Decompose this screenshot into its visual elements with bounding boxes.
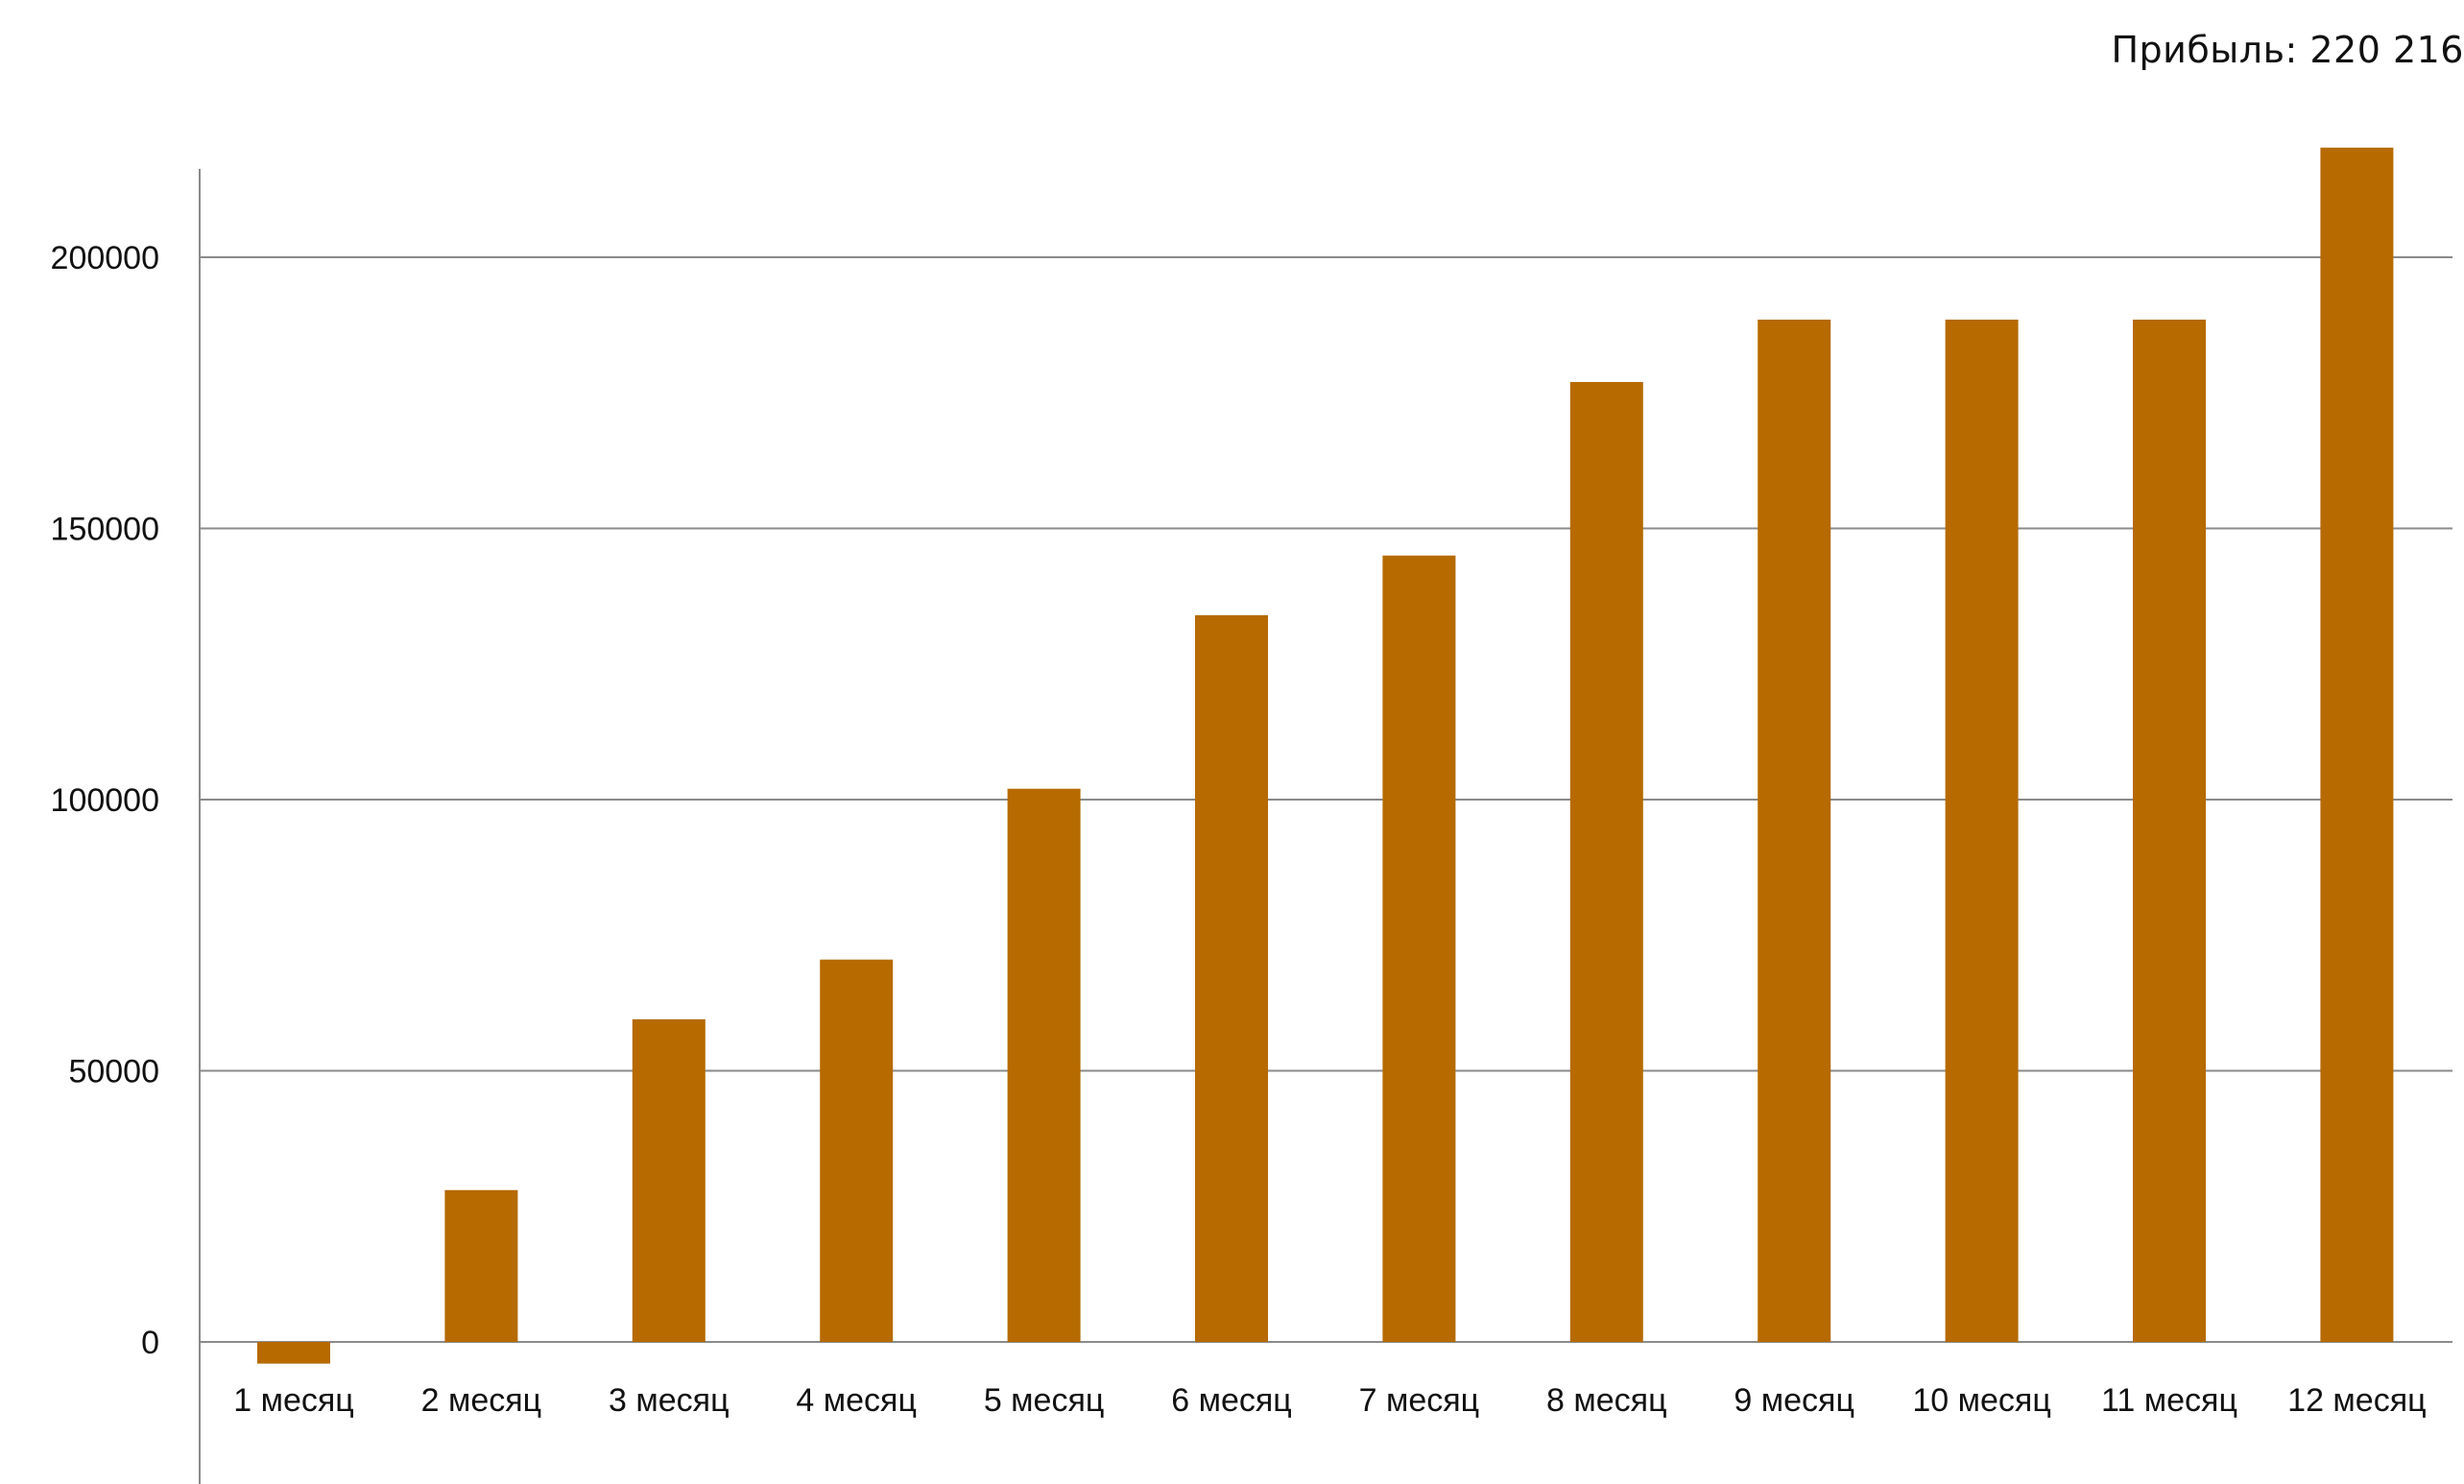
y-tick-label-100000: 100000 bbox=[51, 782, 159, 819]
bar-12 bbox=[2320, 147, 2394, 1343]
bar-7 bbox=[1382, 555, 1456, 1342]
x-tick-label-1: 1 месяц bbox=[233, 1382, 354, 1419]
x-tick-label-12: 12 месяц bbox=[2287, 1382, 2426, 1419]
x-tick-label-3: 3 месяц bbox=[609, 1382, 730, 1419]
x-tick-label-9: 9 месяц bbox=[1734, 1382, 1854, 1419]
y-tick-label-50000: 50000 bbox=[68, 1054, 159, 1090]
bar-10 bbox=[1945, 319, 2019, 1343]
bar-9 bbox=[1758, 319, 1831, 1343]
x-tick-label-5: 5 месяц bbox=[984, 1382, 1105, 1419]
x-tick-label-6: 6 месяц bbox=[1171, 1382, 1292, 1419]
x-tick-label-11: 11 месяц bbox=[2101, 1382, 2237, 1419]
x-tick-label-4: 4 месяц bbox=[796, 1382, 917, 1419]
x-tick-label-7: 7 месяц bbox=[1359, 1382, 1480, 1419]
bar-1 bbox=[257, 1342, 330, 1364]
bar-6 bbox=[1195, 614, 1268, 1342]
y-tick-label-150000: 150000 bbox=[51, 512, 159, 548]
bar-2 bbox=[444, 1189, 518, 1342]
x-tick-label-10: 10 месяц bbox=[1912, 1382, 2050, 1419]
profit-label: Прибыль: 220 216 bbox=[2111, 29, 2464, 71]
x-tick-label-8: 8 месяц bbox=[1546, 1382, 1667, 1419]
y-tick-label-200000: 200000 bbox=[51, 240, 159, 276]
x-tick-label-2: 2 месяц bbox=[421, 1382, 542, 1419]
bar-8 bbox=[1569, 381, 1643, 1342]
bar-4 bbox=[820, 959, 894, 1342]
bar-11 bbox=[2133, 319, 2206, 1343]
y-tick-label-0: 0 bbox=[141, 1325, 159, 1361]
bar-5 bbox=[1007, 788, 1081, 1342]
bar-3 bbox=[632, 1018, 706, 1342]
